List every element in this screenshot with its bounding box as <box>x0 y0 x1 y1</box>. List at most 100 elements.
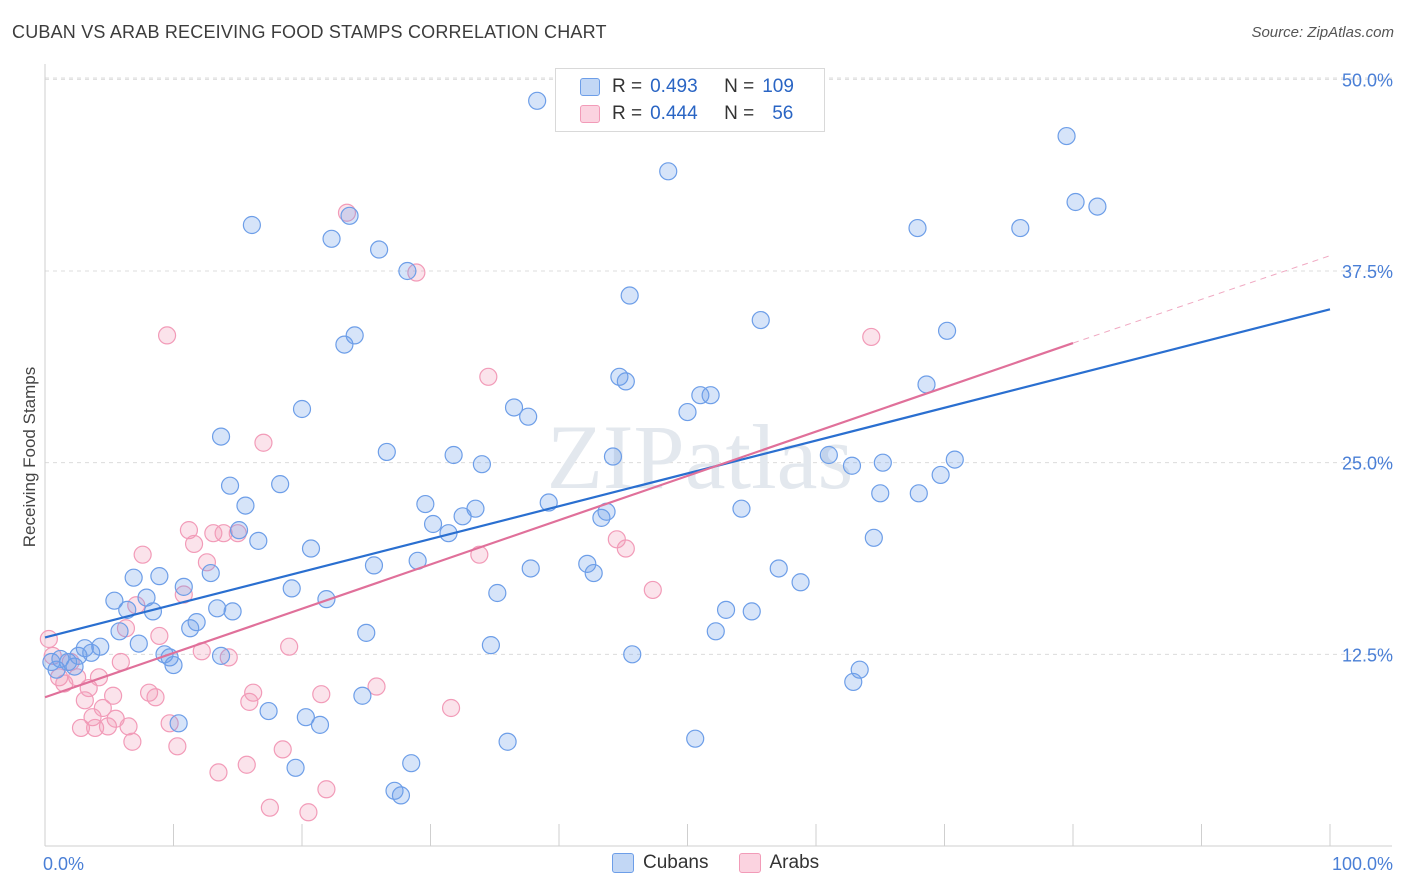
cuban-point <box>169 714 188 733</box>
cuban-point <box>945 450 964 469</box>
cuban-point <box>91 637 110 656</box>
arabs-points <box>39 203 881 822</box>
arab-point <box>204 524 223 543</box>
cuban-point <box>105 591 124 610</box>
y-tick-label: 50.0% <box>1342 70 1393 90</box>
cuban-point <box>391 786 411 805</box>
cuban-point <box>908 218 927 238</box>
arab-point <box>237 755 256 774</box>
cuban-point <box>249 531 268 550</box>
arab-point <box>150 626 169 646</box>
arab-point <box>71 718 91 738</box>
cuban-point <box>751 310 770 330</box>
arab-point <box>254 433 273 452</box>
arab-point <box>104 686 123 705</box>
arabs-swatch <box>738 853 761 873</box>
cuban-point <box>229 521 249 540</box>
arab-point <box>139 683 159 702</box>
cuban-point <box>864 528 883 547</box>
cuban-point <box>610 367 629 386</box>
cuban-point <box>616 372 635 391</box>
arab-point <box>93 698 112 718</box>
arab-point <box>89 668 109 687</box>
cuban-point <box>769 559 788 578</box>
arab-point <box>184 534 204 554</box>
x-tick-label: 0.0% <box>43 854 84 874</box>
arab-point <box>214 524 233 543</box>
arab-point <box>39 629 58 649</box>
source-label: Source: ZipAtlas.com <box>1251 24 1394 41</box>
cuban-point <box>129 634 148 653</box>
arabs-swatch <box>580 105 600 123</box>
cubans-points <box>42 91 1107 805</box>
arab-point <box>133 545 152 564</box>
cuban-point <box>124 568 143 587</box>
y-tick-label: 37.5% <box>1342 262 1393 282</box>
legend-item-cubans: Cubans <box>612 852 709 874</box>
arab-point <box>273 740 292 759</box>
cuban-point <box>873 453 892 472</box>
cuban-point <box>301 539 321 558</box>
cuban-point <box>82 643 101 662</box>
cuban-point <box>322 229 341 248</box>
cuban-point <box>340 206 359 225</box>
arab-point <box>479 367 498 386</box>
cuban-point <box>620 286 639 305</box>
arab-point <box>441 698 461 718</box>
cuban-point <box>931 465 950 485</box>
cuban-point <box>1088 197 1107 216</box>
cuban-point <box>282 579 301 598</box>
cuban-point <box>353 686 372 705</box>
cuban-point <box>584 563 603 583</box>
chart-title: CUBAN VS ARAB RECEIVING FOOD STAMPS CORR… <box>12 22 607 42</box>
cuban-point <box>110 622 129 641</box>
arab-point <box>83 708 102 727</box>
cuban-point <box>208 599 227 618</box>
cuban-point <box>65 657 84 676</box>
cuban-point <box>498 732 517 751</box>
arab-point <box>616 539 635 558</box>
legend-cubans-label: Cubans <box>643 852 709 873</box>
cuban-point <box>385 781 404 800</box>
legend-r-value: 0.444 <box>650 103 698 124</box>
cuban-point <box>59 652 78 672</box>
cuban-point <box>187 613 206 632</box>
legend-item-arabs: Arabs <box>738 852 819 874</box>
cuban-point <box>732 499 751 518</box>
arab-point <box>146 688 165 707</box>
cuban-point <box>706 622 725 641</box>
cuban-point <box>377 442 396 462</box>
arab-point <box>244 683 263 702</box>
correlation-legend: R = 0.493 N = 109 R = 0.444 N = 56 <box>555 68 825 132</box>
cuban-point <box>444 445 463 465</box>
cuban-point <box>691 386 710 405</box>
cuban-point <box>223 602 242 621</box>
cuban-point <box>578 554 597 573</box>
cuban-point <box>220 476 240 495</box>
cuban-point <box>842 456 862 475</box>
cuban-point <box>75 639 94 658</box>
cuban-point <box>1066 192 1085 212</box>
cuban-point <box>211 427 231 446</box>
legend-n-label: N = <box>724 76 755 97</box>
cuban-point <box>659 162 678 181</box>
cubans-trend-line <box>44 308 1331 639</box>
cuban-point <box>678 402 697 422</box>
cuban-point <box>504 398 524 417</box>
arab-point <box>337 203 357 222</box>
cuban-point <box>528 91 547 110</box>
cuban-point <box>1057 126 1076 146</box>
cuban-point <box>118 600 137 619</box>
cuban-point <box>472 455 491 474</box>
cuban-point <box>416 494 435 514</box>
arab-point <box>367 677 386 696</box>
cuban-point <box>317 590 336 609</box>
cuban-point <box>466 499 485 518</box>
arab-point <box>643 580 662 600</box>
cuban-point <box>310 715 330 734</box>
legend-r-label: R = <box>612 103 643 124</box>
arab-point <box>407 263 426 282</box>
arab-point <box>123 732 142 751</box>
arabs-trend-extension <box>1072 255 1331 344</box>
